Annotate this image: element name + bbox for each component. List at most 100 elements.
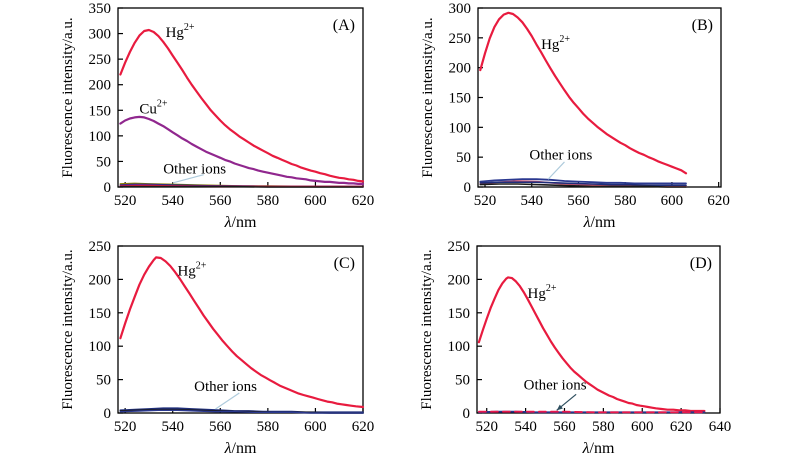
x-axis-title: λ/nm (224, 440, 257, 457)
series-Hg2+ (477, 276, 706, 413)
x-tick-label: 540 (161, 193, 184, 209)
chart-d: 520 540 560 580 600 620 640 0 50 100 150 200 250 λ/nm… (419, 239, 732, 457)
y-tick-label: 100 (448, 339, 471, 355)
panel-D: 520 540 560 580 600 620 640 0 50 100 150 200 250 λ/nm… (400, 233, 800, 466)
y-tick-label: 150 (89, 306, 112, 322)
y-axis-title: Fluorescence intensity/a.u. (419, 249, 435, 409)
y-tick-label: 150 (448, 306, 471, 322)
series-other-ion-4 (479, 183, 687, 188)
x-tick-label: 540 (514, 419, 537, 435)
x-tick-label: 520 (114, 193, 137, 209)
annotation-other-ions: Other ions (524, 378, 587, 394)
x-tick-label: 580 (257, 193, 280, 209)
chart-c: 520 540 560 580 600 620 0 50 100 150 200 250 λ/nm Flu… (60, 239, 375, 457)
x-tick-label: 620 (352, 419, 375, 435)
y-axis-title: Fluorescence intensity/a.u. (60, 249, 76, 409)
series-other-ion-3 (479, 181, 687, 186)
y-tick-label: 0 (104, 180, 112, 196)
y-tick-label: 250 (89, 239, 112, 255)
x-axis-title: λ/nm (224, 214, 257, 231)
plot-frame (117, 245, 364, 414)
y-axis-title: Fluorescence intensity/a.u. (60, 17, 76, 177)
chart-b: 520 540 560 580 600 620 0 50 100 150 200 250 300 λ/nm… (420, 1, 730, 231)
x-tick-label: 520 (474, 193, 497, 209)
series-Cu2+ (119, 115, 365, 185)
plot-frame (476, 245, 721, 414)
x-tick-label: 560 (209, 193, 232, 209)
y-tick-label: 250 (448, 239, 471, 255)
x-tick-label: 560 (209, 419, 232, 435)
y-tick-label: 0 (464, 180, 472, 196)
panel-letter-label: (B) (692, 17, 713, 34)
annotation-hg: Hg2+ (528, 283, 557, 302)
plot-frame (477, 7, 722, 188)
x-tick-label: 540 (520, 193, 543, 209)
x-tick-label: 600 (304, 419, 327, 435)
x-tick-label: 620 (670, 419, 693, 435)
y-tick-label: 50 (455, 373, 470, 389)
panel-B: 520 540 560 580 600 620 0 50 100 150 200 250 300 λ/nm… (400, 0, 800, 233)
y-tick-label: 250 (89, 52, 112, 68)
x-tick-label: 620 (352, 193, 375, 209)
annotation-leader-line (547, 161, 565, 180)
annotation-hg: Hg2+ (541, 34, 570, 53)
y-tick-label: 50 (456, 150, 471, 166)
x-axis-title: λ/nm (582, 440, 615, 457)
annotation-hg: Hg2+ (177, 260, 206, 279)
x-tick-label: 540 (161, 419, 184, 435)
annotation-other-ions: Other ions (529, 148, 592, 164)
y-axis-title: Fluorescence intensity/a.u. (420, 17, 436, 177)
x-tick-label: 520 (114, 419, 137, 435)
y-tick-label: 350 (89, 1, 112, 17)
annotation-leader-line (172, 174, 204, 184)
series-Hg2+ (119, 256, 365, 409)
plot-frame (117, 7, 364, 188)
x-tick-label: 600 (304, 193, 327, 209)
x-tick-label: 560 (553, 419, 576, 435)
x-tick-label: 580 (592, 419, 615, 435)
series-Hg2+ (119, 28, 365, 183)
annotation-other-ions: Other ions (194, 379, 257, 395)
y-tick-label: 0 (463, 406, 471, 422)
annotation-cu: Cu2+ (139, 98, 168, 117)
y-tick-label: 200 (89, 272, 112, 288)
panel-C: 520 540 560 580 600 620 0 50 100 150 200 250 λ/nm Flu… (0, 233, 400, 466)
x-tick-label: 620 (707, 193, 730, 209)
x-axis-title: λ/nm (583, 214, 616, 231)
annotation-arrowhead (556, 404, 563, 411)
series-other-ion-3 (119, 409, 364, 414)
series-other-ion-5 (119, 185, 364, 188)
y-tick-label: 200 (448, 272, 471, 288)
y-tick-label: 300 (449, 1, 472, 17)
panel-A: 520 540 560 580 600 620 0 50 100 150 200 250 300 350 λ… (0, 0, 400, 233)
x-tick-label: 580 (257, 419, 280, 435)
panel-letter-label: (D) (690, 255, 712, 272)
series-other-ion-1 (479, 178, 687, 185)
x-tick-label: 600 (661, 193, 684, 209)
y-tick-label: 100 (89, 129, 112, 145)
y-tick-label: 50 (96, 154, 111, 170)
y-tick-label: 200 (89, 78, 112, 94)
y-tick-label: 200 (449, 61, 472, 77)
annotation-other-ions: Other ions (163, 162, 226, 178)
series-other-ion-2 (478, 410, 706, 414)
y-tick-label: 150 (449, 91, 472, 107)
y-tick-label: 300 (89, 27, 112, 43)
panel-letter-label: (A) (333, 17, 355, 34)
series-Hg2+ (479, 11, 688, 175)
y-tick-label: 100 (89, 339, 112, 355)
panel-letter-label: (C) (334, 255, 355, 272)
x-tick-label: 520 (475, 419, 498, 435)
x-tick-label: 580 (614, 193, 637, 209)
x-tick-label: 600 (631, 419, 654, 435)
annotation-leader-line (215, 392, 240, 410)
y-tick-label: 250 (449, 31, 472, 47)
x-tick-label: 560 (567, 193, 590, 209)
y-tick-label: 100 (449, 120, 472, 136)
y-tick-label: 50 (96, 373, 111, 389)
chart-a: 520 540 560 580 600 620 0 50 100 150 200 250 300 350 λ… (60, 1, 375, 231)
y-tick-label: 0 (104, 406, 112, 422)
y-tick-label: 150 (89, 103, 112, 119)
x-tick-label: 640 (709, 419, 732, 435)
